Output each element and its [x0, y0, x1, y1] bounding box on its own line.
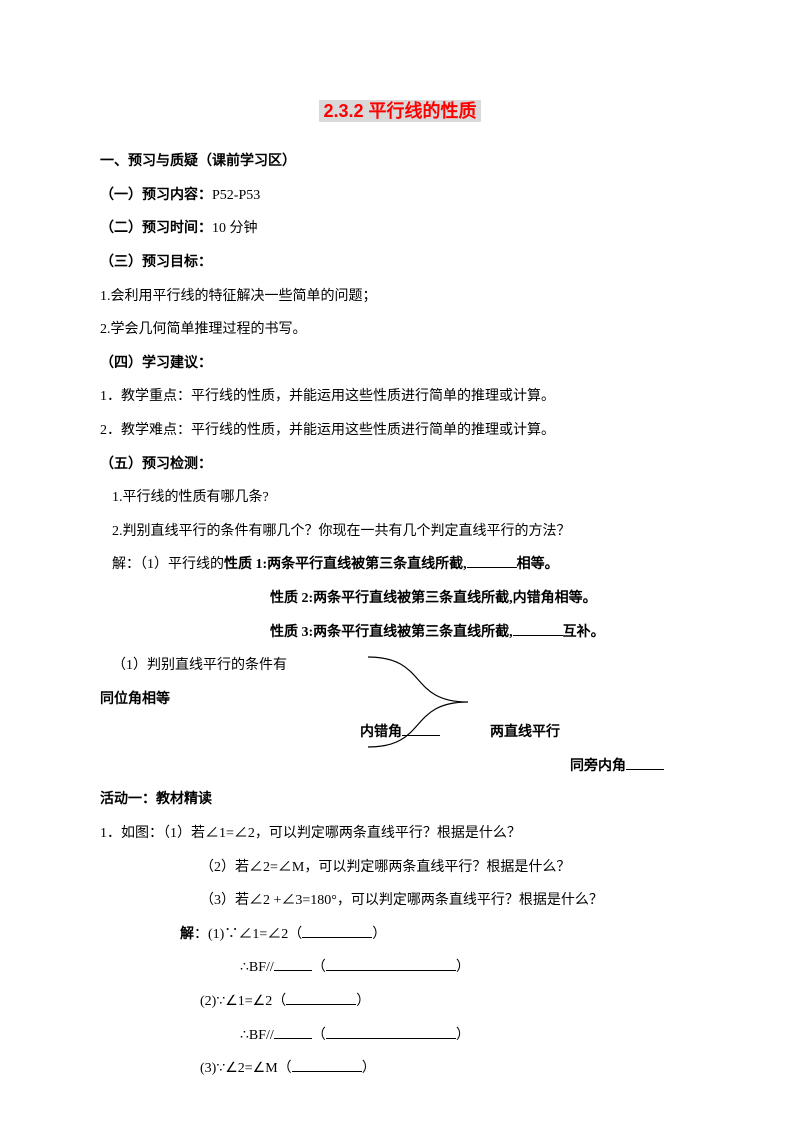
blank-a4a[interactable]	[274, 1024, 312, 1039]
ans-4c: ）	[456, 1028, 470, 1043]
prop1-a: 性质 1:两条平行直线被第三条直线所截,	[224, 557, 467, 572]
ans-3a: (2)∵∠1=∠2（	[200, 994, 286, 1009]
ans-4b: （	[312, 1028, 326, 1043]
answer-3: (2)∵∠1=∠2（ ）	[100, 985, 700, 1019]
answer-5: (3)∵∠2=∠M（ ）	[100, 1052, 700, 1086]
solution-label: 解：（1）平行线的	[112, 557, 224, 572]
preview-goal-heading: （三）预习目标：	[100, 246, 700, 280]
blank-c3[interactable]	[626, 755, 664, 770]
value-content: P52-P53	[212, 188, 260, 203]
answer-1: 解：(1)∵∠1=∠2（ ）	[100, 918, 700, 952]
page-title-wrap: 2.3.2 平行线的性质	[100, 90, 700, 133]
ans-1b: ）	[372, 927, 386, 942]
advice-2: 2．教学难点：平行线的性质，并能运用这些性质进行简单的推理或计算。	[100, 414, 700, 448]
condition-2-line: 内错角 两直线平行	[100, 716, 700, 750]
prop2: 性质 2:两条平行直线被第三条直线所截,内错角相等。	[100, 582, 700, 616]
ans-1a: ：(1)∵∠1=∠2（	[194, 927, 302, 942]
prop3-b: 互补。	[563, 625, 605, 640]
condition-3-line: 同旁内角	[100, 750, 700, 784]
section-1-heading: 一、预习与质疑（课前学习区）	[100, 145, 700, 179]
conditions-intro: （1）判别直线平行的条件有	[100, 649, 700, 683]
prop1-b: 相等。	[517, 557, 559, 572]
check-q2: 2.判别直线平行的条件有哪几个？你现在一共有几个判定直线平行的方法？	[100, 515, 700, 549]
ans-4a: ∴BF//	[240, 1028, 274, 1043]
check-q1: 1.平行线的性质有哪几条?	[100, 481, 700, 515]
ans-3b: ）	[356, 994, 370, 1009]
condition-2c: 两直线平行	[490, 725, 560, 740]
goal-2: 2.学会几何简单推理过程的书写。	[100, 313, 700, 347]
check-heading: （五）预习检测：	[100, 448, 700, 482]
activity-1-heading: 活动一：教材精读	[100, 783, 700, 817]
blank-a3[interactable]	[286, 990, 356, 1005]
blank-a4b[interactable]	[326, 1024, 456, 1039]
goal-1: 1.会利用平行线的特征解决一些简单的问题；	[100, 280, 700, 314]
worksheet-page: 2.3.2 平行线的性质 一、预习与质疑（课前学习区） （一）预习内容：P52-…	[0, 0, 800, 1126]
condition-1: 同位角相等	[100, 683, 700, 717]
answer-2: ∴BF// （ ）	[100, 951, 700, 985]
blank-prop3[interactable]	[513, 621, 563, 636]
label-content: （一）预习内容：	[100, 188, 212, 203]
condition-3a: 同旁内角	[570, 759, 626, 774]
value-time: 10 分钟	[212, 221, 258, 236]
answer-label: 解	[180, 927, 194, 942]
advice-heading: （四）学习建议：	[100, 347, 700, 381]
answer-4: ∴BF// （ ）	[100, 1019, 700, 1053]
blank-a5[interactable]	[292, 1057, 362, 1072]
blank-prop1[interactable]	[467, 553, 517, 568]
prop3-a: 性质 3:两条平行直线被第三条直线所截,	[270, 625, 513, 640]
advice-1: 1．教学重点：平行线的性质，并能运用这些性质进行简单的推理或计算。	[100, 380, 700, 414]
blank-a2b[interactable]	[326, 956, 456, 971]
blank-c2[interactable]	[402, 721, 440, 736]
ans-2c: ）	[456, 960, 470, 975]
ans-2a: ∴BF//	[240, 960, 274, 975]
exercise-1-2: （2）若∠2=∠M，可以判定哪两条直线平行？根据是什么？	[100, 851, 700, 885]
conditions-block: （1）判别直线平行的条件有 同位角相等 内错角 两直线平行 同旁内角	[100, 649, 700, 783]
blank-a1[interactable]	[302, 923, 372, 938]
label-time: （二）预习时间：	[100, 221, 212, 236]
ans-5b: ）	[362, 1061, 376, 1076]
page-title: 2.3.2 平行线的性质	[319, 100, 480, 122]
preview-time: （二）预习时间：10 分钟	[100, 212, 700, 246]
blank-a2a[interactable]	[274, 956, 312, 971]
ans-2b: （	[312, 960, 326, 975]
ans-5a: (3)∵∠2=∠M（	[200, 1061, 292, 1076]
preview-content: （一）预习内容：P52-P53	[100, 179, 700, 213]
prop3-line: 性质 3:两条平行直线被第三条直线所截, 互补。	[100, 616, 700, 650]
condition-2a: 内错角	[360, 725, 402, 740]
solution-line-1: 解：（1）平行线的性质 1:两条平行直线被第三条直线所截, 相等。	[100, 548, 700, 582]
exercise-1-1: 1．如图：（1）若∠1=∠2，可以判定哪两条直线平行？根据是什么？	[100, 817, 700, 851]
exercise-1-3: （3）若∠2 +∠3=180°，可以判定哪两条直线平行？根据是什么？	[100, 884, 700, 918]
